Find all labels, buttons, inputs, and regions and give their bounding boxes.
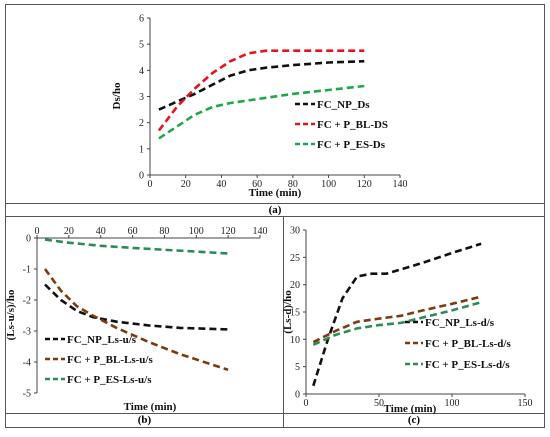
- c-legend-label-3: FC + P_ES-Ls-d/s: [425, 359, 510, 371]
- b-y-axis-label: (Ls-u/s)/ho: [5, 289, 17, 340]
- c-series-line-1: [312, 242, 482, 387]
- panel-bc-caption-box: [5, 413, 545, 428]
- b-series-line-1: [44, 283, 229, 331]
- a-legend-label-3: FC + P_ES-Ds: [317, 139, 386, 151]
- a-x-tick-label: 80: [288, 179, 298, 190]
- a-x-tick-label: 60: [252, 179, 262, 190]
- c-legend-label-1: FC_NP_Ls-d/s: [425, 317, 495, 329]
- a-x-tick-label: 140: [393, 179, 408, 190]
- c-y-tick-label: 15: [290, 308, 300, 319]
- a-legend-label-1: FC_NP_Ds: [317, 99, 370, 111]
- b-x-tick-label: 20: [64, 226, 74, 237]
- a-x-axis-label: Time (min): [249, 187, 302, 199]
- b-x-tick-label: 60: [128, 226, 138, 237]
- c-x-tick-label: 150: [518, 398, 533, 409]
- caption-a: (a): [268, 204, 282, 216]
- c-y-axis-label: (Ls-d)/ho: [282, 290, 294, 334]
- a-y-tick-label: 1: [139, 144, 144, 155]
- a-y-tick-label: 6: [139, 14, 144, 25]
- c-y-tick-label: 25: [290, 253, 300, 264]
- c-legend-label-2: FC + P_BL-Ls-d/s: [425, 338, 511, 350]
- a-x-tick-label: 100: [321, 179, 336, 190]
- a-series-line-1: [158, 59, 365, 111]
- a-x-tick-label: 0: [148, 179, 153, 190]
- b-x-tick-label: 100: [189, 226, 204, 237]
- a-legend-label-2: FC + P_BL-DS: [317, 119, 388, 131]
- c-x-tick-label: 0: [304, 398, 309, 409]
- a-y-tick-label: 2: [139, 118, 144, 129]
- a-y-tick-label: 4: [139, 66, 144, 77]
- c-x-axis-label: Time (min): [384, 403, 437, 415]
- a-y-tick-label: 3: [139, 92, 144, 103]
- b-legend-label-3: FC + P_ES-Ls-u/s: [67, 374, 152, 386]
- c-y-tick-label: 0: [295, 390, 300, 401]
- b-x-tick-label: 140: [253, 226, 268, 237]
- b-legend-label-2: FC + P_BL-Ls-u/s: [67, 354, 153, 366]
- b-x-tick-label: 0: [35, 226, 40, 237]
- b-x-axis-label: Time (min): [124, 401, 177, 413]
- c-x-tick-label: 50: [374, 398, 384, 409]
- b-y-tick-label: -5: [23, 389, 31, 400]
- a-x-tick-label: 120: [357, 179, 372, 190]
- c-series-line-2: [312, 295, 482, 344]
- b-y-tick-label: 0: [26, 234, 31, 245]
- b-y-tick-label: -2: [23, 296, 31, 307]
- b-legend-label-1: FC_NP_Ls-u/s: [67, 334, 137, 346]
- a-x-tick-label: 20: [181, 179, 191, 190]
- a-y-tick-label: 0: [139, 171, 144, 182]
- a-y-axis-label: Ds/ho: [111, 82, 123, 109]
- a-series-line-2: [157, 49, 365, 132]
- caption-c: (c): [407, 414, 421, 426]
- b-y-tick-label: -3: [23, 327, 31, 338]
- caption-divider: [283, 413, 284, 428]
- b-x-tick-label: 80: [159, 226, 169, 237]
- c-y-tick-label: 5: [295, 362, 300, 373]
- a-x-tick-label: 40: [216, 179, 226, 190]
- b-y-tick-label: -4: [23, 358, 31, 369]
- c-series-line-3: [312, 300, 482, 346]
- b-series-line-2: [43, 268, 229, 372]
- b-x-tick-label: 40: [96, 226, 106, 237]
- b-y-tick-label: -1: [23, 265, 31, 276]
- c-y-tick-label: 20: [290, 280, 300, 291]
- c-x-tick-label: 100: [445, 398, 460, 409]
- caption-b: (b): [137, 414, 152, 426]
- c-y-tick-label: 30: [290, 226, 300, 237]
- b-x-tick-label: 120: [221, 226, 236, 237]
- c-y-tick-label: 10: [290, 335, 300, 346]
- b-series-line-3: [44, 238, 229, 255]
- a-series-line-3: [158, 84, 365, 140]
- a-y-tick-label: 5: [139, 40, 144, 51]
